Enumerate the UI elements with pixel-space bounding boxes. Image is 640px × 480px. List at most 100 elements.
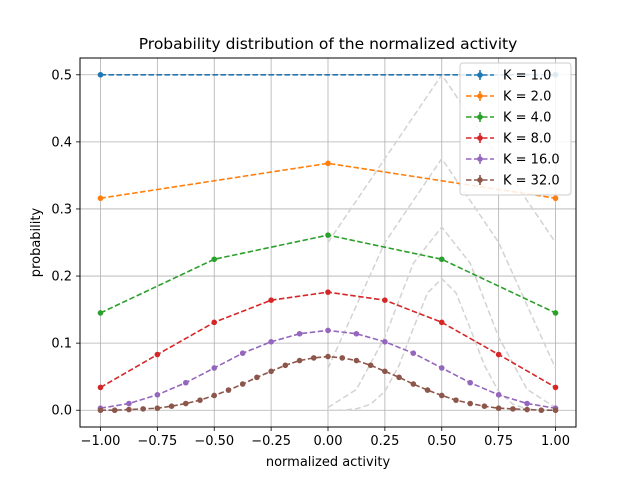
legend-marker	[477, 156, 483, 162]
data-point	[382, 297, 388, 303]
data-point	[197, 397, 203, 403]
x-axis-label: normalized activity	[266, 455, 391, 470]
legend-box	[459, 62, 572, 196]
data-point	[97, 384, 104, 391]
x-tick-label: −1.00	[81, 434, 121, 449]
legend-label: K = 16.0	[503, 153, 560, 168]
data-point	[438, 392, 445, 399]
x-tick-label: −0.25	[251, 434, 291, 449]
legend-label: K = 1.0	[503, 69, 551, 84]
data-point	[168, 403, 175, 410]
reference-curve	[327, 157, 557, 369]
data-point	[111, 407, 118, 414]
x-tick-label: 0.25	[370, 434, 399, 449]
data-point	[97, 71, 104, 78]
x-tick-label: 0.00	[314, 434, 343, 449]
reference-curve	[327, 225, 556, 409]
data-point	[296, 357, 303, 364]
series-line	[100, 162, 556, 200]
legend-entry: K = 4.0	[466, 111, 551, 126]
series-1	[97, 160, 559, 202]
data-point	[154, 351, 161, 358]
legend-marker	[477, 177, 483, 183]
data-point	[453, 397, 459, 403]
legend-label: K = 32.0	[503, 174, 560, 189]
data-point	[353, 330, 360, 337]
data-point	[282, 362, 289, 369]
data-point	[182, 379, 189, 386]
data-point	[126, 406, 132, 413]
data-point	[97, 195, 104, 202]
data-point	[325, 353, 331, 360]
series-5	[97, 353, 559, 414]
data-point	[310, 355, 317, 361]
data-point	[552, 310, 559, 316]
data-point	[182, 400, 189, 407]
data-point	[154, 391, 161, 398]
legend-marker	[477, 72, 483, 78]
legend-marker	[477, 93, 483, 99]
data-point	[524, 400, 530, 407]
data-point	[495, 391, 502, 398]
data-point	[382, 338, 388, 345]
data-point	[552, 195, 559, 202]
y-tick-label: 0.0	[51, 404, 72, 419]
data-point	[239, 350, 246, 357]
y-axis-label: probability	[29, 208, 44, 278]
data-point	[438, 319, 445, 326]
data-point	[481, 403, 488, 410]
data-point	[325, 160, 331, 167]
data-point	[239, 381, 246, 387]
legend-entry: K = 16.0	[466, 153, 560, 168]
axis-ticks: −1.00 −0.75 −0.50 −0.25 0.00 0.25 0.50 0.75 1.00…	[51, 68, 570, 449]
data-point	[410, 381, 417, 387]
data-point	[97, 407, 104, 414]
legend-entry: K = 32.0	[466, 174, 560, 189]
data-point	[325, 232, 331, 238]
y-tick-label: 0.4	[51, 135, 72, 150]
chart-title: Probability distribution of the normaliz…	[139, 35, 518, 53]
data-point	[254, 374, 260, 381]
data-point	[410, 350, 417, 357]
data-point	[424, 387, 431, 393]
data-point	[140, 406, 146, 412]
legend-label: K = 2.0	[503, 90, 551, 105]
data-point	[339, 355, 346, 361]
data-point	[495, 351, 502, 358]
y-tick-label: 0.5	[51, 68, 72, 83]
x-tick-label: 0.75	[484, 434, 513, 449]
legend: K = 1.0 K = 2.0 K = 4.0 K = 8.0 K = 16.0 K = …	[459, 62, 572, 196]
data-point	[225, 387, 232, 393]
series-4	[97, 327, 559, 412]
data-point	[97, 310, 104, 316]
series-2	[97, 232, 559, 316]
data-point	[325, 327, 331, 334]
data-point	[353, 357, 360, 364]
data-point	[524, 406, 530, 413]
data-point	[538, 407, 545, 414]
data-point	[296, 330, 303, 337]
legend-marker	[477, 135, 483, 141]
legend-entry: K = 1.0	[466, 69, 551, 84]
data-point	[396, 374, 402, 381]
data-point	[510, 406, 516, 412]
legend-marker	[477, 114, 483, 120]
x-tick-label: 0.50	[427, 434, 456, 449]
x-tick-label: 1.00	[541, 434, 570, 449]
data-point	[552, 384, 559, 391]
reference-curve	[328, 277, 556, 411]
data-point	[382, 368, 388, 375]
x-tick-label: −0.50	[194, 434, 234, 449]
data-point	[467, 400, 474, 407]
data-point	[268, 368, 274, 375]
data-point	[268, 338, 274, 345]
legend-entry: K = 2.0	[466, 90, 551, 105]
data-point	[467, 379, 474, 386]
series-3	[97, 289, 559, 391]
data-point	[268, 297, 274, 303]
data-point	[325, 289, 331, 295]
legend-entry: K = 8.0	[466, 132, 551, 147]
data-point	[211, 365, 218, 371]
legend-label: K = 8.0	[503, 132, 551, 147]
